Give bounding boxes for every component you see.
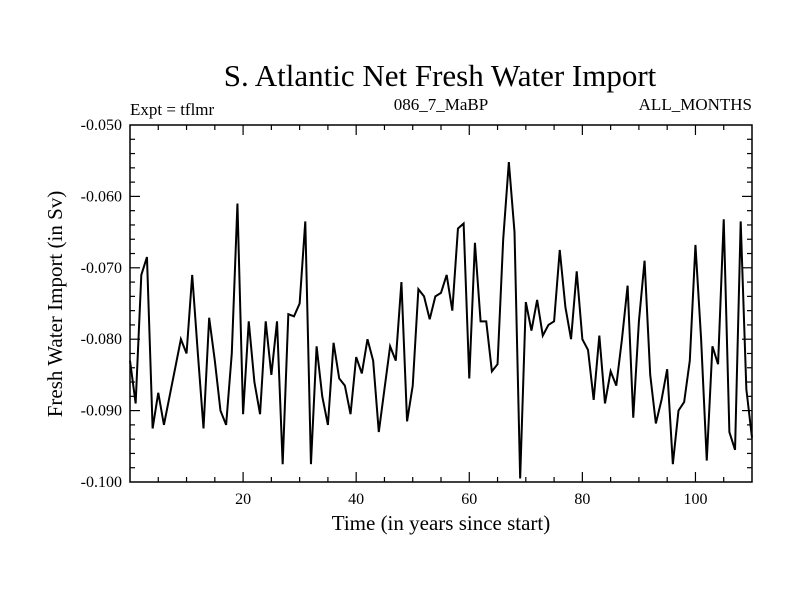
y-axis-label: Fresh Water Import (in Sv) bbox=[43, 191, 67, 418]
y-tick-label: -0.060 bbox=[81, 188, 122, 205]
y-tick-label: -0.080 bbox=[81, 331, 122, 348]
chart-title: S. Atlantic Net Fresh Water Import bbox=[224, 58, 657, 93]
series-line bbox=[129, 162, 753, 479]
x-tick-label: 100 bbox=[683, 491, 707, 508]
experiment-label: Expt = tflmr bbox=[130, 100, 215, 119]
axis-ticks bbox=[130, 125, 752, 482]
run-id-label: 086_7_MaBP bbox=[394, 95, 488, 114]
x-tick-label: 40 bbox=[348, 491, 364, 508]
x-axis-label: Time (in years since start) bbox=[332, 511, 551, 535]
y-tick-label: -0.050 bbox=[81, 117, 122, 134]
x-tick-label: 80 bbox=[574, 491, 590, 508]
x-tick-label: 20 bbox=[235, 491, 251, 508]
x-tick-label: 60 bbox=[461, 491, 477, 508]
y-tick-label: -0.100 bbox=[81, 474, 122, 491]
y-tick-label: -0.070 bbox=[81, 260, 122, 277]
x-tick-labels: 20 40 60 80 100 bbox=[235, 491, 707, 508]
plot-frame bbox=[129, 124, 753, 483]
y-tick-labels: -0.100 -0.090 -0.080 -0.070 -0.060 -0.050 bbox=[81, 117, 122, 491]
months-label: ALL_MONTHS bbox=[639, 95, 752, 114]
y-tick-label: -0.090 bbox=[81, 403, 122, 420]
